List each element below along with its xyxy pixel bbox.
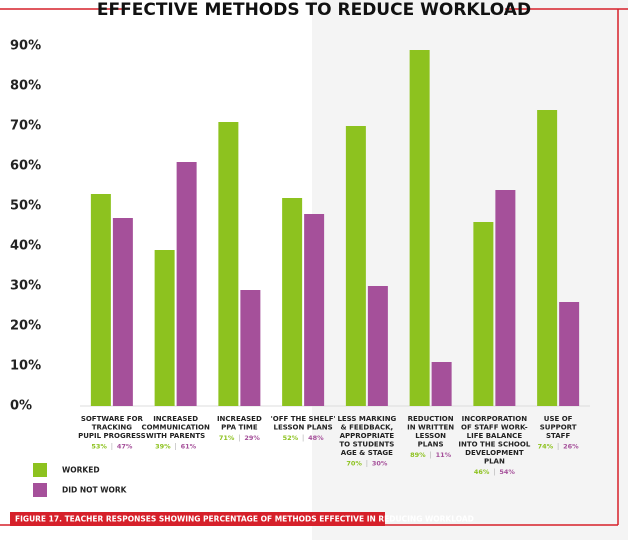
value-label: 74% (538, 443, 554, 451)
x-tick-label: OF STAFF WORK- (461, 424, 528, 432)
bar (112, 218, 133, 406)
legend-label: DID NOT WORK (62, 486, 128, 495)
y-tick-label: 20% (10, 319, 41, 334)
value-label: 11% (436, 451, 452, 459)
bar (537, 110, 558, 406)
value-label: 61% (181, 443, 197, 451)
bar (282, 198, 303, 406)
x-tick-label: IN WRITTEN (407, 424, 454, 432)
x-tick-label: TO STUDENTS (339, 441, 394, 449)
bar (559, 302, 580, 406)
caption-box (10, 512, 385, 526)
x-tick-label: TRACKING (92, 424, 133, 432)
bar (345, 126, 366, 406)
x-tick-label: AGE & STAGE (341, 449, 393, 457)
x-tick-label: WITH PARENTS (146, 432, 205, 440)
x-tick-label: REDUCTION (408, 415, 454, 423)
x-tick-label: & FEEDBACK, (341, 424, 394, 432)
value-label: 52% (283, 434, 299, 442)
legend-swatch (33, 483, 47, 497)
x-tick-label: SOFTWARE FOR (81, 415, 144, 423)
x-tick-label: PPA TIME (221, 424, 258, 432)
bar (495, 190, 516, 406)
value-label: 30% (372, 460, 388, 468)
bar (154, 250, 175, 406)
bar (218, 122, 239, 406)
bar (409, 50, 430, 406)
value-label: 47% (117, 443, 133, 451)
x-tick-label: PLANS (418, 441, 444, 449)
x-tick-label: PLAN (484, 458, 505, 466)
x-tick-label: LESSON (415, 432, 446, 440)
x-tick-label: PUPIL PROGRESS (78, 432, 146, 440)
x-tick-label: USE OF (544, 415, 573, 423)
y-tick-label: 80% (10, 79, 41, 94)
legend-swatch (33, 463, 47, 477)
value-label: 29% (244, 434, 260, 442)
value-label: 54% (499, 468, 515, 476)
bar (90, 194, 111, 406)
x-tick-label: 'OFF THE SHELF' (271, 415, 336, 423)
y-tick-label: 10% (10, 359, 41, 374)
y-tick-label: 40% (10, 239, 41, 254)
caption: FIGURE 17. TEACHER RESPONSES SHOWING PER… (15, 515, 474, 524)
x-tick-label: COMMUNICATION (141, 424, 210, 432)
bar (304, 214, 325, 406)
x-tick-label: INCORPORATION (462, 415, 528, 423)
x-tick-label: LESS MARKING (337, 415, 396, 423)
x-tick-label: LESSON PLANS (274, 424, 333, 432)
bar (473, 222, 494, 406)
y-tick-label: 30% (10, 279, 41, 294)
value-label: 46% (474, 468, 490, 476)
x-tick-label: DEVELOPMENT (465, 449, 524, 457)
x-tick-label: INCREASED (153, 415, 198, 423)
y-tick-label: 70% (10, 119, 41, 134)
bar (176, 162, 197, 406)
x-tick-label: LIFE BALANCE (467, 432, 523, 440)
value-label: 89% (410, 451, 426, 459)
value-label: 26% (563, 443, 579, 451)
value-label: 39% (155, 443, 171, 451)
x-tick-label: SUPPORT (540, 424, 577, 432)
y-tick-label: 50% (10, 199, 41, 214)
chart-title: EFFECTIVE METHODS TO REDUCE WORKLOAD (97, 0, 531, 20)
bar (367, 286, 388, 406)
value-label: 53% (91, 443, 107, 451)
x-tick-label: APPROPRIATE (340, 432, 395, 440)
value-label: 48% (308, 434, 324, 442)
value-label: 70% (346, 460, 362, 468)
y-tick-label: 0% (10, 399, 32, 414)
bar (431, 362, 452, 406)
y-tick-label: 60% (10, 159, 41, 174)
x-tick-label: INTO THE SCHOOL (458, 441, 530, 449)
x-tick-label: INCREASED (217, 415, 262, 423)
legend-label: WORKED (62, 466, 100, 475)
value-label: 71% (219, 434, 235, 442)
y-tick-label: 90% (10, 39, 41, 54)
x-tick-label: STAFF (546, 432, 570, 440)
bar (240, 290, 261, 406)
